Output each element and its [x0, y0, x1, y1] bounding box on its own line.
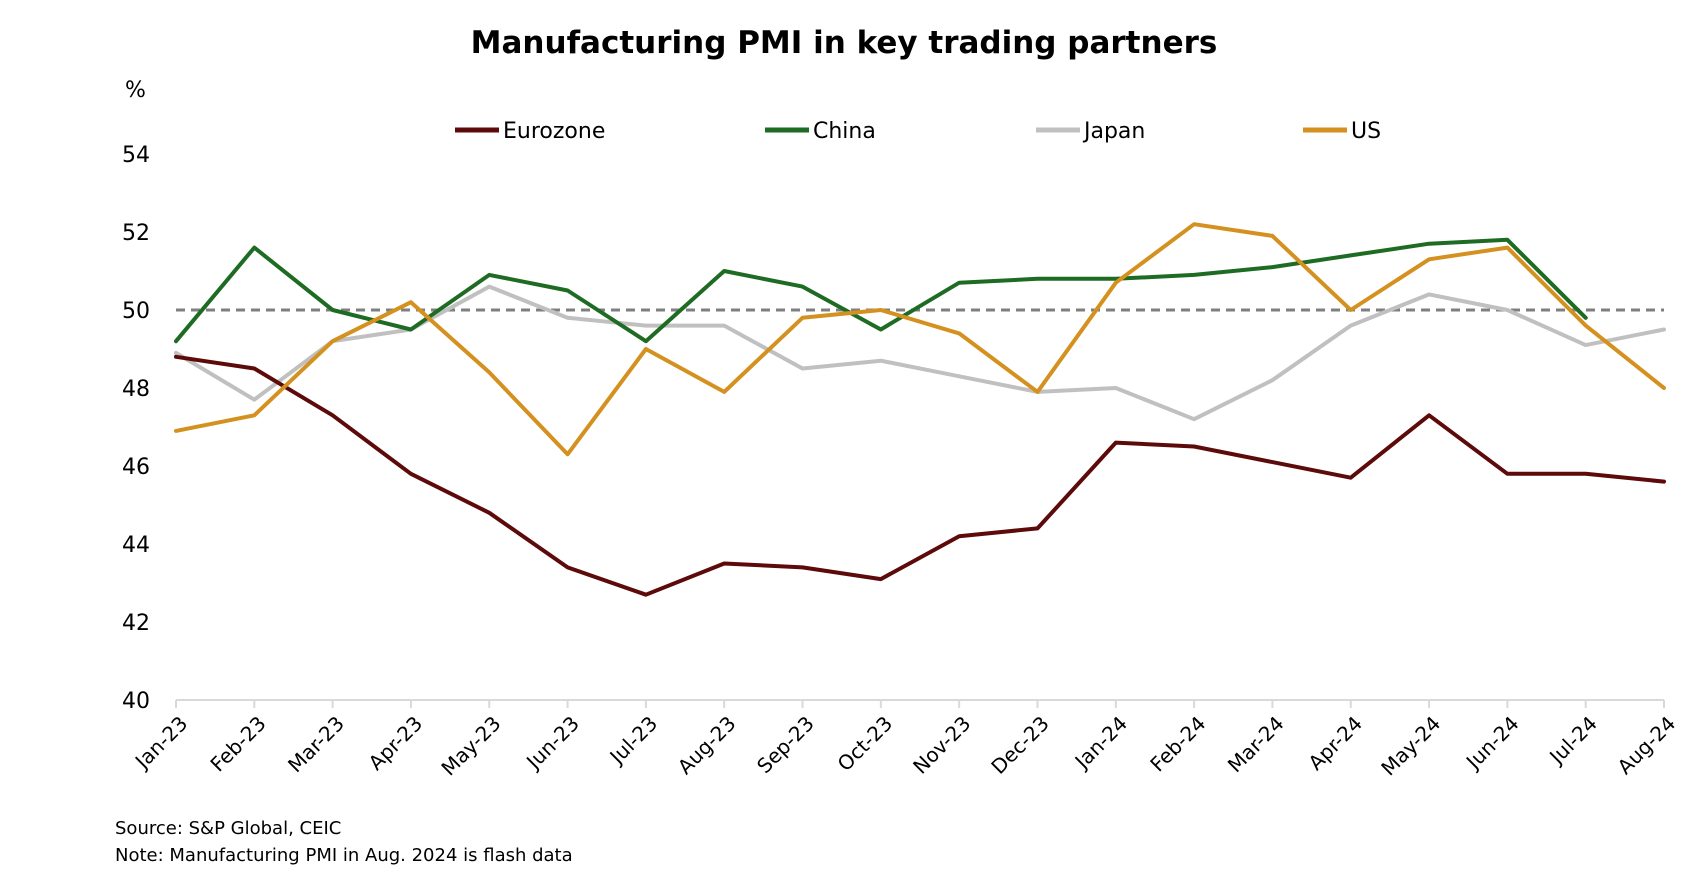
series-line-us [174, 222, 1666, 457]
y-tick-label: 48 [122, 377, 150, 402]
x-tick-label: Feb-23 [205, 711, 270, 776]
y-axis-ticks: 40 42 44 46 48 50 52 54 [122, 143, 150, 714]
y-tick-label: 44 [122, 533, 150, 558]
source-note: Source: S&P Global, CEIC [115, 818, 342, 839]
x-tick-label: Apr-24 [1303, 711, 1367, 775]
series-lines [174, 222, 1666, 597]
x-tick-label: Apr-23 [364, 711, 428, 775]
series-line-china [174, 237, 1588, 344]
x-tick-label: May-23 [436, 711, 505, 780]
x-tick-label: May-24 [1376, 711, 1445, 780]
y-axis-unit-label: % [125, 78, 146, 103]
x-tick-label: Jul-23 [604, 711, 663, 770]
x-axis: Jan-23 Feb-23 Mar-23 Apr-23 May-23 Jun-23 Jul-… [129, 699, 1681, 780]
x-tick-label: Jul-24 [1543, 711, 1602, 770]
x-tick-label: Jun-24 [1460, 711, 1524, 775]
series-line-eurozone [174, 354, 1666, 597]
y-tick-label: 40 [122, 689, 150, 714]
x-tick-label: Mar-23 [283, 711, 349, 777]
y-tick-label: 50 [122, 299, 150, 324]
x-tick-label: Jan-23 [129, 711, 192, 774]
x-tick-label: Oct-23 [833, 711, 898, 776]
x-tick-label: Aug-24 [1613, 711, 1681, 779]
x-tick-label: Feb-24 [1145, 711, 1210, 776]
x-tick-label: Dec-23 [986, 711, 1053, 778]
chart-title: Manufacturing PMI in key trading partner… [471, 25, 1218, 61]
y-tick-label: 52 [122, 221, 150, 246]
chart-legend: Eurozone China Japan US [455, 119, 1381, 144]
x-tick-label: Jan-24 [1069, 711, 1132, 774]
y-tick-label: 42 [122, 611, 150, 636]
legend-label-eurozone: Eurozone [503, 119, 605, 144]
x-tick-label: Sep-23 [752, 711, 819, 778]
x-tick-label: Aug-23 [673, 711, 741, 779]
flash-data-note: Note: Manufacturing PMI in Aug. 2024 is … [115, 845, 573, 866]
y-tick-label: 46 [122, 455, 150, 480]
x-tick-label: Mar-24 [1223, 711, 1289, 777]
legend-label-us: US [1351, 119, 1381, 144]
legend-label-china: China [813, 119, 876, 144]
x-tick-label: Jun-23 [520, 711, 584, 775]
legend-label-japan: Japan [1082, 119, 1145, 144]
y-tick-label: 54 [122, 143, 150, 168]
x-tick-label: Nov-23 [908, 711, 975, 778]
